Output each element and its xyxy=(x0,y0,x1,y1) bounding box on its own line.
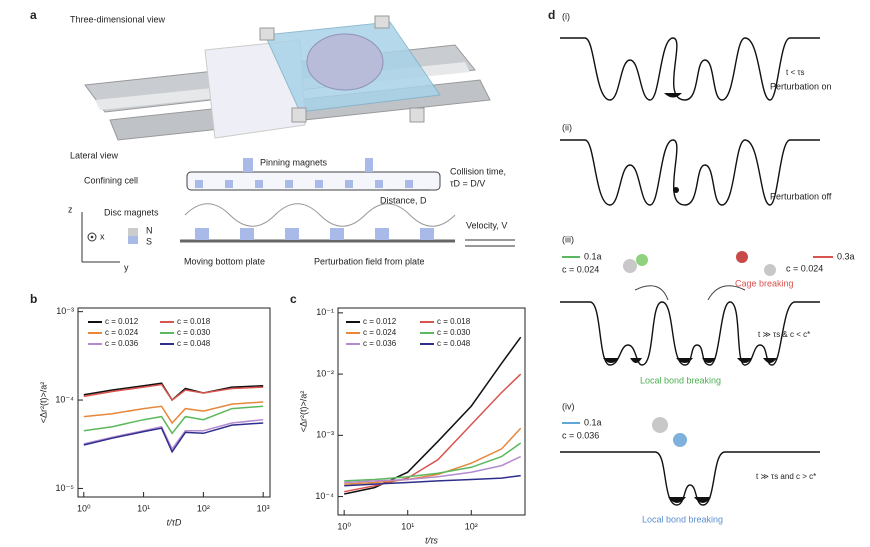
x-tick-label: 10³ xyxy=(257,503,270,513)
particle-cluster xyxy=(652,417,668,433)
y-axis-label: <Δr²(t)>/a² xyxy=(298,391,308,433)
x-tick-label: 10² xyxy=(197,503,210,513)
annotation: Local bond breaking xyxy=(642,514,723,524)
y-axis-label: <Δr²(t)>/a² xyxy=(38,382,48,424)
data-line xyxy=(83,383,264,402)
data-line xyxy=(83,401,264,425)
y-tick-label: 10⁻¹ xyxy=(316,307,334,317)
data-line xyxy=(83,422,264,454)
annotation: Moving bottom plate xyxy=(184,256,265,266)
x-axis-label: t/τD xyxy=(167,517,182,527)
annotation: t < τs xyxy=(786,68,805,77)
data-line xyxy=(344,427,522,485)
data-line xyxy=(344,474,521,487)
annotation: Collision time, xyxy=(450,166,506,176)
sub-label: (ii) xyxy=(562,122,572,132)
plot-frame xyxy=(77,307,271,498)
particle xyxy=(673,187,679,193)
lateral-diagram xyxy=(81,158,515,263)
legend-label: c = 0.024 xyxy=(105,328,139,337)
legend-label: c = 0.048 xyxy=(437,339,471,348)
energy-landscape xyxy=(560,37,820,101)
axis-name: x xyxy=(100,231,105,241)
y-tick-label: 10⁻³ xyxy=(56,306,74,316)
annotation: 0.3a xyxy=(837,251,855,261)
panel-label: b xyxy=(30,292,37,306)
sub-label: (i) xyxy=(562,11,570,21)
particle-well xyxy=(664,93,682,98)
energy-landscape xyxy=(560,301,820,366)
annotation: N xyxy=(146,225,153,235)
legend-label: c = 0.024 xyxy=(363,328,397,337)
data-line xyxy=(344,455,522,484)
y-tick-label: 10⁻³ xyxy=(316,430,334,440)
annotation: Disc magnets xyxy=(104,207,159,217)
plot-frame xyxy=(337,307,526,516)
y-tick-label: 10⁻² xyxy=(316,368,334,378)
annotation: S xyxy=(146,236,152,246)
energy-landscape xyxy=(560,451,820,506)
annotation: 0.1a xyxy=(584,251,602,261)
legend-label: c = 0.012 xyxy=(363,317,397,326)
particle-cluster xyxy=(764,264,776,276)
particle-cluster xyxy=(736,251,748,263)
annotation: Pinning magnets xyxy=(260,157,328,167)
legend-label: c = 0.018 xyxy=(437,317,471,326)
x-tick-label: 10⁰ xyxy=(77,503,91,513)
x-axis-label: t/τs xyxy=(425,535,438,545)
annotation: t ≫ τs and c > c* xyxy=(756,472,816,481)
annotation: c = 0.036 xyxy=(562,430,599,440)
annotation: Perturbation on xyxy=(770,81,832,91)
annotation: 0.1a xyxy=(584,417,602,427)
annotation: Local bond breaking xyxy=(640,375,721,385)
x-tick-label: 10² xyxy=(465,521,478,531)
annotation: Confining cell xyxy=(84,175,138,185)
panel-label: d xyxy=(548,8,555,22)
particle-cluster xyxy=(673,433,687,447)
legend-label: c = 0.012 xyxy=(105,317,139,326)
data-line xyxy=(344,373,522,493)
legend-label: c = 0.030 xyxy=(437,328,471,337)
legend-label: c = 0.048 xyxy=(177,339,211,348)
arrow xyxy=(634,285,746,301)
legend-label: c = 0.018 xyxy=(177,317,211,326)
particle-cluster xyxy=(623,259,637,273)
data-line xyxy=(344,336,522,495)
panel-label: a xyxy=(30,8,37,22)
x-tick-label: 10¹ xyxy=(401,521,414,531)
particle-well xyxy=(603,358,777,363)
energy-landscape xyxy=(560,139,820,206)
axis-name: z xyxy=(68,204,73,214)
caption: Lateral view xyxy=(70,150,119,160)
panel-label: c xyxy=(290,292,297,306)
data-line xyxy=(344,442,522,482)
annotation: c = 0.024 xyxy=(786,263,823,273)
annotation: Cage breaking xyxy=(735,278,794,288)
annotation: Perturbation off xyxy=(770,191,832,201)
x-tick-label: 10¹ xyxy=(137,503,150,513)
device-3d xyxy=(84,15,491,141)
y-tick-label: 10⁻⁵ xyxy=(56,483,75,493)
y-tick-label: 10⁻⁴ xyxy=(55,394,74,404)
caption: Three-dimensional view xyxy=(70,14,166,24)
sub-label: (iv) xyxy=(562,401,575,411)
legend-label: c = 0.036 xyxy=(363,339,397,348)
sub-label: (iii) xyxy=(562,234,574,244)
particle-well xyxy=(668,497,711,503)
x-tick-label: 10⁰ xyxy=(337,521,351,531)
y-tick-label: 10⁻⁴ xyxy=(315,491,334,501)
data-line xyxy=(83,418,264,451)
annotation: Velocity, V xyxy=(466,220,507,230)
annotation: Distance, D xyxy=(380,195,427,205)
annotation: t ≫ τs & c < c* xyxy=(758,330,810,339)
axis-name: y xyxy=(124,262,129,272)
legend-label: c = 0.030 xyxy=(177,328,211,337)
annotation: c = 0.024 xyxy=(562,264,599,274)
legend-label: c = 0.036 xyxy=(105,339,139,348)
annotation: Perturbation field from plate xyxy=(314,256,425,266)
particle-cluster xyxy=(636,254,648,266)
data-line xyxy=(83,405,264,435)
annotation: τD = D/V xyxy=(450,178,485,188)
